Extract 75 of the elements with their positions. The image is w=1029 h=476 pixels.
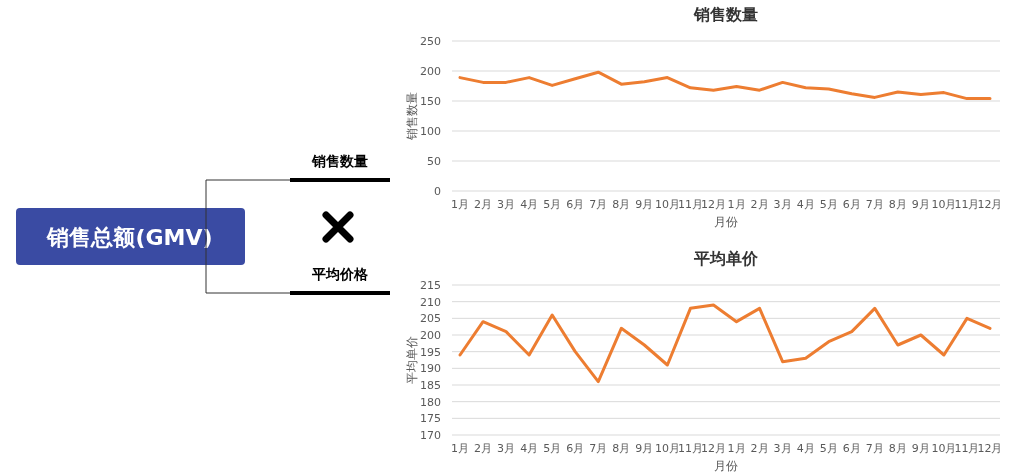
x-tick-label: 4月 <box>520 442 539 455</box>
x-tick-label: 4月 <box>796 442 815 455</box>
x-tick-label: 2月 <box>750 442 769 455</box>
y-tick-label: 200 <box>420 329 441 342</box>
x-tick-label: 12月 <box>977 198 1003 211</box>
y-tick-label: 250 <box>420 35 441 48</box>
x-tick-label: 9月 <box>635 198 654 211</box>
y-tick-label: 175 <box>420 412 441 426</box>
x-tick-label: 9月 <box>911 198 930 211</box>
chart-title: 销售数量 <box>693 5 758 24</box>
text: 销售数量 <box>311 153 368 169</box>
chart-title: 平均单价 <box>693 249 759 268</box>
y-tick-label: 205 <box>420 312 441 326</box>
y-tick-label: 100 <box>420 125 441 138</box>
x-tick-label: 4月 <box>796 198 815 211</box>
x-tick-label: 12月 <box>700 198 726 211</box>
x-tick-label: 7月 <box>865 198 884 211</box>
x-tick-label: 7月 <box>865 442 884 455</box>
y-tick-label: 190 <box>420 362 441 376</box>
x-tick-label: 2月 <box>474 198 493 211</box>
x-tick-label: 5月 <box>819 442 838 455</box>
x-tick-label: 10月 <box>654 442 680 455</box>
x-tick-label: 10月 <box>931 442 957 455</box>
y-tick-label: 0 <box>434 185 441 198</box>
x-tick-label: 11月 <box>954 198 980 211</box>
y-tick-label: 200 <box>420 65 441 78</box>
x-tick-label: 11月 <box>954 442 980 455</box>
x-tick-label: 8月 <box>888 198 907 211</box>
line-series <box>458 303 992 384</box>
x-tick-label: 8月 <box>612 198 631 211</box>
x-tick-label: 6月 <box>566 198 585 211</box>
y-axis-title: 平均单价 <box>405 336 419 384</box>
x-axis-title: 月份 <box>714 459 738 473</box>
x-tick-label: 10月 <box>654 198 680 211</box>
x-tick-label: 6月 <box>842 198 861 211</box>
x-tick-label: 12月 <box>700 442 726 455</box>
y-tick-label: 180 <box>420 395 441 409</box>
y-tick-label: 50 <box>427 155 441 168</box>
x-tick-label: 11月 <box>677 198 703 211</box>
x-tick-label: 10月 <box>931 198 957 211</box>
x-tick-label: 5月 <box>543 198 562 211</box>
x-tick-label: 1月 <box>727 442 746 455</box>
x-tick-label: 11月 <box>677 442 703 455</box>
x-tick-label: 12月 <box>977 442 1003 455</box>
x-tick-label: 6月 <box>842 442 861 455</box>
x-tick-label: 3月 <box>497 442 516 455</box>
y-tick-label: 150 <box>420 95 441 108</box>
text: 平均价格 <box>311 266 369 282</box>
x-tick-label: 1月 <box>727 198 746 211</box>
y-tick-label: 185 <box>420 379 441 392</box>
x-tick-label: 9月 <box>635 442 654 455</box>
line-series <box>458 70 992 101</box>
x-tick-label: 3月 <box>773 442 792 455</box>
x-tick-label: 8月 <box>612 442 631 455</box>
x-tick-label: 2月 <box>750 198 769 211</box>
y-tick-label: 215 <box>420 279 441 292</box>
y-tick-label: 195 <box>420 345 441 359</box>
y-axis-title: 销售数量 <box>405 92 419 141</box>
text: 销售总额(GMV) <box>46 225 213 250</box>
x-tick-label: 3月 <box>773 198 792 211</box>
x-tick-label: 9月 <box>911 442 930 455</box>
x-tick-label: 3月 <box>497 198 516 211</box>
x-tick-label: 7月 <box>589 442 608 455</box>
x-tick-label: 8月 <box>888 442 907 455</box>
x-axis-title: 月份 <box>714 215 738 229</box>
x-tick-label: 2月 <box>474 442 493 455</box>
x-tick-label: 6月 <box>566 442 585 455</box>
x-tick-label: 5月 <box>543 442 562 455</box>
y-tick-label: 170 <box>420 429 441 442</box>
x-tick-label: 4月 <box>520 198 539 211</box>
y-tick-label: 210 <box>420 295 441 309</box>
x-tick-label: 1月 <box>451 442 469 455</box>
x-tick-label: 5月 <box>819 198 838 211</box>
x-tick-label: 1月 <box>451 198 469 211</box>
x-tick-label: 7月 <box>589 198 608 211</box>
